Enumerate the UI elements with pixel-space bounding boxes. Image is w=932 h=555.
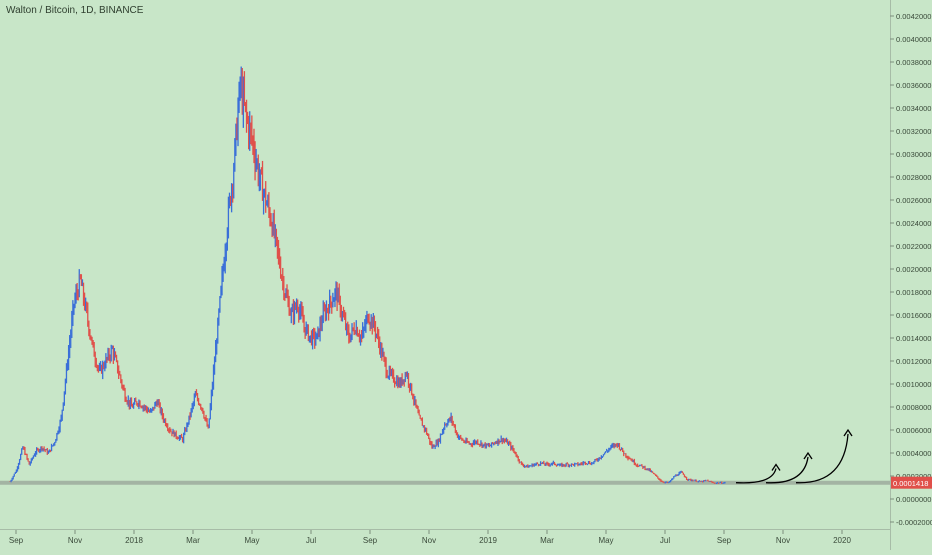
time-tick-label: Jul: [306, 536, 316, 545]
price-tick-label: 0.0014000: [896, 334, 931, 343]
price-tick-label: 0.0042000: [896, 12, 931, 21]
price-series: [9, 66, 726, 484]
price-axis[interactable]: 0.0042000 0.0040000 0.0038000 0.0036000 0.00…: [890, 0, 932, 550]
time-tick-label: Sep: [363, 536, 378, 545]
time-tick-label: 2019: [479, 536, 497, 545]
price-tick-label: 0.0024000: [896, 219, 931, 228]
time-tick-label: May: [598, 536, 613, 545]
price-tick-label: 0.0010000: [896, 380, 931, 389]
price-tick-label: 0.0000000: [896, 495, 931, 504]
time-tick-label: Nov: [422, 536, 436, 545]
projection-arrowhead-2: [803, 451, 813, 460]
price-tick-label: 0.0002000: [896, 472, 931, 481]
price-tick-label: 0.0036000: [896, 81, 931, 90]
price-tick-label: 0.0028000: [896, 173, 931, 182]
projection-arrow-1: [735, 468, 777, 484]
time-axis[interactable]: Sep Nov 2018 Mar May Jul Sep Nov 2019 Mar May Jul Se…: [0, 529, 890, 546]
symbol-title: Walton / Bitcoin, 1D, BINANCE: [6, 5, 144, 16]
time-tick-label: Nov: [68, 536, 82, 545]
projection-arrowhead-3: [843, 428, 853, 437]
price-tick-label: 0.0020000: [896, 265, 931, 274]
projection-arrow-2: [765, 456, 809, 484]
annotation-layer: [735, 428, 853, 484]
time-tick-label: 2020: [833, 536, 851, 545]
time-tick-label: Sep: [717, 536, 732, 545]
price-tick-label: 0.0008000: [896, 403, 931, 412]
price-tick-label: 0.0026000: [896, 196, 931, 205]
time-tick-label: Jul: [660, 536, 670, 545]
price-tick-label: 0.0016000: [896, 311, 931, 320]
price-tick-label: 0.0030000: [896, 150, 931, 159]
price-tick-label: 0.0018000: [896, 288, 931, 297]
plot-area[interactable]: [0, 66, 890, 485]
time-tick-label: Nov: [776, 536, 790, 545]
price-tick-label: -0.0002000: [896, 518, 932, 527]
last-price-label: 0.0001418: [893, 479, 928, 488]
last-price-badge: [891, 476, 932, 489]
price-tick-label: 0.0022000: [896, 242, 931, 251]
time-tick-label: Mar: [186, 536, 200, 545]
time-tick-label: Mar: [540, 536, 554, 545]
price-tick-label: 0.0034000: [896, 104, 931, 113]
time-tick-label: Sep: [9, 536, 24, 545]
price-tick-label: 0.0004000: [896, 449, 931, 458]
price-tick-label: 0.0040000: [896, 35, 931, 44]
price-tick-label: 0.0032000: [896, 127, 931, 136]
projection-arrow-3: [795, 433, 849, 484]
price-tick-label: 0.0006000: [896, 426, 931, 435]
time-tick-label: 2018: [125, 536, 143, 545]
time-tick-label: May: [244, 536, 259, 545]
price-tick-label: 0.0038000: [896, 58, 931, 67]
projection-arrowhead-1: [771, 463, 781, 471]
price-tick-label: 0.0012000: [896, 357, 931, 366]
